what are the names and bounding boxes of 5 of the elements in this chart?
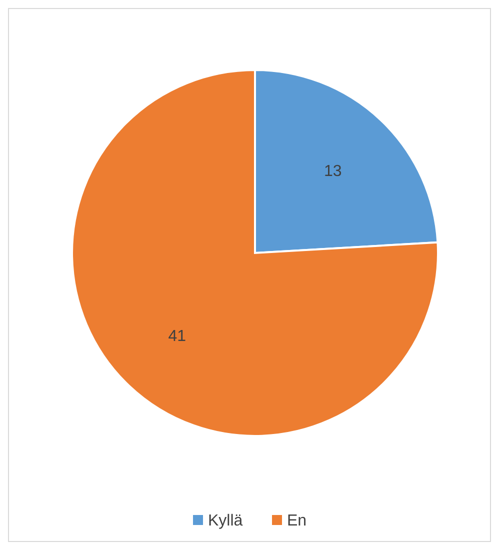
- data-label: 13: [324, 163, 342, 180]
- legend-label: Kyllä: [208, 512, 243, 530]
- data-label: 41: [168, 328, 186, 346]
- pie-slice: [71, 69, 439, 437]
- legend-label: En: [287, 512, 307, 530]
